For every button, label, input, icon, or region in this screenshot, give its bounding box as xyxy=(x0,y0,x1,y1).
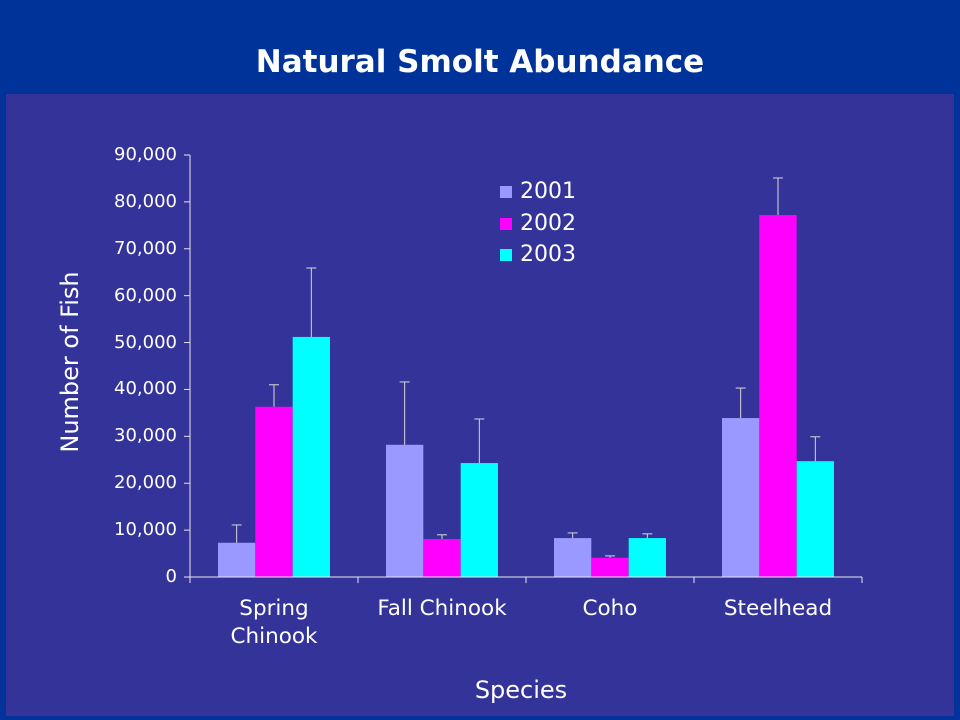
y-tick-label: 10,000 xyxy=(114,519,177,541)
x-tick-label-steelhead: Steelhead xyxy=(723,596,833,621)
bar-steelhead-2002 xyxy=(759,215,797,578)
legend-item-2002: 2002 xyxy=(500,211,600,237)
legend-label: 2003 xyxy=(520,242,576,267)
bar-spring-chinook-2003 xyxy=(292,336,330,577)
legend-swatch xyxy=(500,186,512,198)
y-tick-label: 90,000 xyxy=(114,144,177,165)
chart-title: Natural Smolt Abundance xyxy=(255,44,705,80)
y-axis-title: Number of Fish xyxy=(56,271,84,453)
y-tick-label: 80,000 xyxy=(114,190,177,212)
bar-fall-chinook-2001 xyxy=(386,444,424,577)
bar-fall-chinook-2002 xyxy=(423,539,461,577)
bar-steelhead-2001 xyxy=(722,418,760,577)
legend-label: 2002 xyxy=(520,211,576,236)
x-tick-label-spring-chinook: Spring Chinook xyxy=(230,596,318,649)
bar-coho-2001 xyxy=(554,538,592,577)
y-tick-label: 0 xyxy=(165,566,177,587)
y-tick-label: 60,000 xyxy=(114,284,177,306)
bar-fall-chinook-2003 xyxy=(460,463,498,577)
y-tick-label: 50,000 xyxy=(114,331,177,353)
legend-item-2001: 2001 xyxy=(500,179,600,205)
x-axis-title: Species xyxy=(474,676,568,704)
x-tick-label-coho: Coho xyxy=(582,596,638,621)
y-tick-label: 40,000 xyxy=(114,378,177,400)
legend-swatch xyxy=(500,218,512,230)
y-tick-label: 70,000 xyxy=(114,237,177,259)
bar-coho-2002 xyxy=(591,557,629,577)
x-tick-label-fall-chinook: Fall Chinook xyxy=(377,596,507,621)
bar-spring-chinook-2001 xyxy=(218,542,256,577)
legend-item-2003: 2003 xyxy=(500,242,600,268)
legend-label: 2001 xyxy=(520,179,576,204)
bar-spring-chinook-2002 xyxy=(255,406,293,577)
y-tick-label: 20,000 xyxy=(114,472,177,494)
legend: 2001 2002 2003 xyxy=(500,176,600,272)
y-tick-label: 30,000 xyxy=(114,425,177,447)
legend-swatch xyxy=(500,249,512,261)
bar-steelhead-2003 xyxy=(796,461,834,577)
bar-coho-2003 xyxy=(628,538,666,577)
